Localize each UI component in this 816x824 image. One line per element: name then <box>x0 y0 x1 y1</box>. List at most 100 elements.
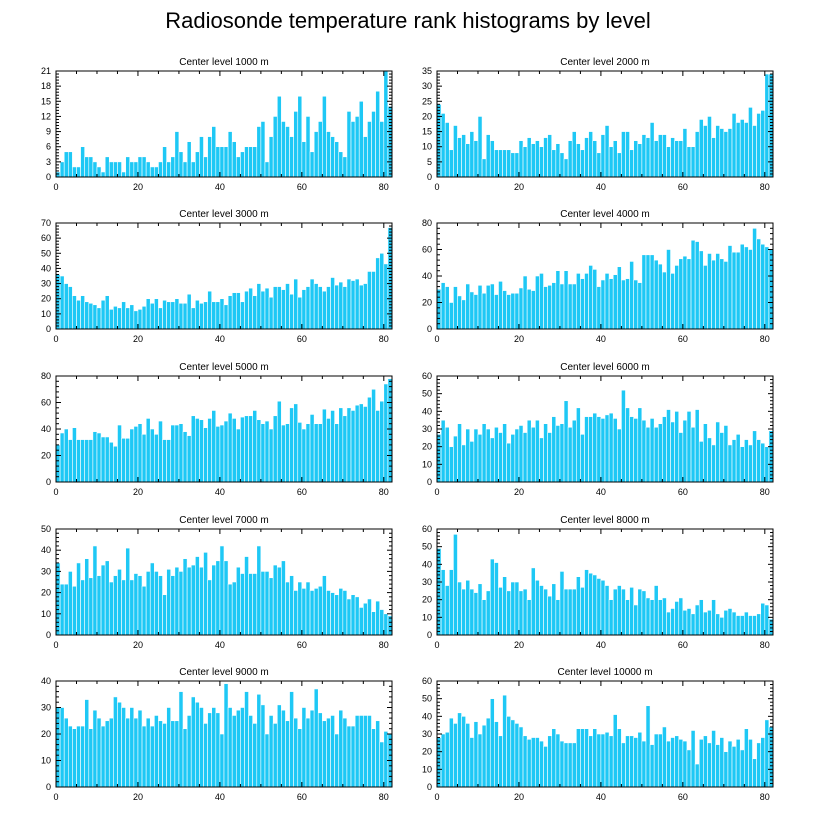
histogram-bar <box>125 307 131 330</box>
histogram-bar <box>195 299 200 330</box>
histogram-bar <box>190 161 196 178</box>
x-tick-label: 20 <box>514 182 524 192</box>
histogram-bar <box>158 720 163 788</box>
histogram-bar <box>604 731 610 788</box>
histogram-bar <box>149 428 155 483</box>
histogram-bar <box>600 279 606 330</box>
histogram-bar <box>645 597 651 636</box>
y-tick-label: 80 <box>422 218 432 228</box>
histogram-bar <box>334 423 340 483</box>
x-tick-label: 60 <box>678 334 688 344</box>
histogram-bar <box>690 730 696 788</box>
histogram-bar <box>67 725 73 788</box>
histogram-bar <box>121 301 126 330</box>
plot-frame <box>55 222 393 330</box>
x-tick-label: 60 <box>297 487 307 497</box>
histogram-bar <box>530 737 536 788</box>
histogram-bar <box>621 389 626 483</box>
histogram-bar <box>494 721 499 788</box>
histogram-bar <box>154 298 159 330</box>
y-tick-label: 20 <box>422 111 432 121</box>
y-tick-label: 10 <box>422 142 432 152</box>
histogram-bar <box>367 396 372 483</box>
y-tick-label: 20 <box>422 298 432 308</box>
histogram-bar <box>703 735 708 788</box>
histogram-bar <box>313 131 319 178</box>
y-tick-label: 30 <box>41 703 51 713</box>
histogram-bar <box>645 137 651 178</box>
histogram-bar <box>63 151 69 178</box>
histogram-bar <box>711 599 716 636</box>
histogram-bar <box>465 723 471 788</box>
histogram-bar <box>182 558 188 636</box>
histogram-bar <box>715 744 721 788</box>
histogram-bar <box>662 597 667 636</box>
histogram-bar <box>334 594 340 636</box>
histogram-bar <box>465 283 471 330</box>
histogram-bar <box>641 419 647 483</box>
histogram-bar <box>530 143 536 178</box>
histogram-bar <box>739 749 745 788</box>
histogram-bar <box>297 581 303 636</box>
histogram-bar <box>371 388 376 483</box>
panel-title: Center level 4000 m <box>560 209 650 220</box>
histogram-bar <box>522 146 528 178</box>
histogram-bar <box>498 586 503 636</box>
histogram-bar <box>666 146 671 178</box>
histogram-bar <box>473 294 479 330</box>
histogram-bar <box>203 427 208 483</box>
histogram-bar <box>473 428 479 483</box>
histogram-bar <box>551 282 557 330</box>
histogram-bar <box>547 432 553 483</box>
y-tick-label: 30 <box>41 279 51 289</box>
histogram-bar <box>641 134 647 178</box>
histogram-bar <box>739 243 745 330</box>
histogram-bar <box>199 566 204 636</box>
histogram-bar <box>117 701 122 788</box>
histogram-bar <box>457 581 462 636</box>
histogram-bar <box>113 575 118 636</box>
histogram-bar <box>276 566 282 636</box>
histogram-panel-9: Center level 9000 m 0 20 40 60 80 0 10 20 30 40 <box>41 667 393 802</box>
histogram-bar <box>469 291 475 330</box>
histogram-bar <box>240 707 245 788</box>
histogram-bar <box>338 151 344 178</box>
x-tick-label: 0 <box>53 792 58 802</box>
histogram-bar <box>96 307 102 330</box>
histogram-bar <box>662 416 667 483</box>
histogram-bar <box>223 560 229 636</box>
histogram-bar <box>141 156 147 178</box>
histogram-bar <box>322 720 327 788</box>
histogram-bar <box>190 696 196 788</box>
y-tick-label: 0 <box>427 324 432 334</box>
histogram-bar <box>211 707 217 788</box>
histogram-bar <box>240 573 245 636</box>
histogram-bar <box>539 146 544 178</box>
histogram-bar <box>276 95 282 178</box>
histogram-bar <box>571 131 577 178</box>
histogram-bar <box>760 243 766 330</box>
histogram-bar <box>149 166 155 178</box>
histogram-bar <box>576 143 581 178</box>
histogram-bar <box>141 433 147 483</box>
histogram-bar <box>268 136 274 178</box>
y-tick-label: 50 <box>41 524 51 534</box>
x-tick-label: 80 <box>379 792 389 802</box>
histogram-bar <box>166 161 172 178</box>
histogram-bar <box>219 298 225 330</box>
histogram-bar <box>735 251 741 330</box>
x-tick-label: 40 <box>596 640 606 650</box>
histogram-bar <box>674 735 680 788</box>
histogram-bar <box>92 545 98 636</box>
panel-title: Center level 2000 m <box>560 57 650 68</box>
histogram-bar <box>506 442 512 483</box>
histogram-bar <box>457 137 462 178</box>
histogram-bar <box>498 432 503 483</box>
histogram-bar <box>657 263 663 330</box>
histogram-bar <box>346 278 352 330</box>
y-tick-label: 60 <box>422 245 432 255</box>
x-tick-label: 80 <box>760 334 770 344</box>
histogram-bar <box>108 581 114 636</box>
histogram-bar <box>215 560 221 636</box>
histogram-bar <box>104 720 110 788</box>
